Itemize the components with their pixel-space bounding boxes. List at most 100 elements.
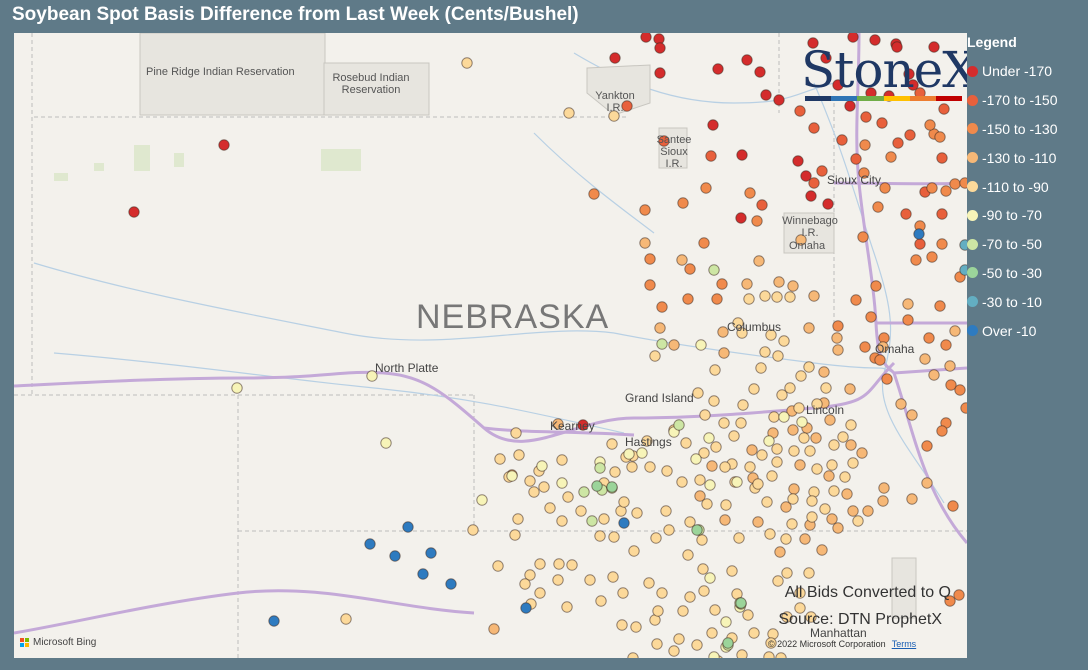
bid-location-marker[interactable] <box>673 633 685 645</box>
bid-location-marker[interactable] <box>682 549 694 561</box>
bid-location-marker[interactable] <box>953 589 965 601</box>
bid-location-marker[interactable] <box>860 111 872 123</box>
map-canvas[interactable]: NEBRASKA Pine Ridge Indian Reservation R… <box>14 33 967 658</box>
bid-location-marker[interactable] <box>752 478 764 490</box>
bid-location-marker[interactable] <box>718 417 730 429</box>
bid-location-marker[interactable] <box>732 317 744 329</box>
bid-location-marker[interactable] <box>870 280 882 292</box>
bid-location-marker[interactable] <box>773 94 785 106</box>
bid-location-marker[interactable] <box>862 505 874 517</box>
bid-location-marker[interactable] <box>538 481 550 493</box>
bid-location-marker[interactable] <box>728 430 740 442</box>
bid-location-marker[interactable] <box>792 155 804 167</box>
bid-location-marker[interactable] <box>476 494 488 506</box>
bid-location-marker[interactable] <box>652 605 664 617</box>
bid-location-marker[interactable] <box>520 602 532 614</box>
bid-location-marker[interactable] <box>906 493 918 505</box>
bid-location-marker[interactable] <box>763 435 775 447</box>
bid-location-marker[interactable] <box>780 501 792 513</box>
bid-location-marker[interactable] <box>552 574 564 586</box>
bid-location-marker[interactable] <box>128 206 140 218</box>
bid-location-marker[interactable] <box>787 280 799 292</box>
bid-location-marker[interactable] <box>709 604 721 616</box>
bid-location-marker[interactable] <box>944 595 956 607</box>
bid-location-marker[interactable] <box>735 417 747 429</box>
bid-location-marker[interactable] <box>698 585 710 597</box>
bid-location-marker[interactable] <box>741 278 753 290</box>
bid-location-marker[interactable] <box>936 152 948 164</box>
bid-location-marker[interactable] <box>805 190 817 202</box>
bid-location-marker[interactable] <box>936 208 948 220</box>
bid-location-marker[interactable] <box>630 621 642 633</box>
bid-location-marker[interactable] <box>904 129 916 141</box>
bid-location-marker[interactable] <box>771 443 783 455</box>
bid-location-marker[interactable] <box>746 444 758 456</box>
legend-item[interactable]: -50 to -30 <box>967 259 1087 288</box>
bid-location-marker[interactable] <box>425 547 437 559</box>
bid-location-marker[interactable] <box>799 533 811 545</box>
bid-location-marker[interactable] <box>784 382 796 394</box>
bid-location-marker[interactable] <box>936 238 948 250</box>
bid-location-marker[interactable] <box>756 199 768 211</box>
bid-location-marker[interactable] <box>654 322 666 334</box>
bid-location-marker[interactable] <box>594 462 606 474</box>
bid-location-marker[interactable] <box>608 531 620 543</box>
bid-location-marker[interactable] <box>556 454 568 466</box>
bid-location-marker[interactable] <box>780 533 792 545</box>
bid-location-marker[interactable] <box>673 419 685 431</box>
bid-location-marker[interactable] <box>778 411 790 423</box>
bid-location-marker[interactable] <box>788 483 800 495</box>
bid-location-marker[interactable] <box>859 139 871 151</box>
bid-location-marker[interactable] <box>823 470 835 482</box>
bid-location-marker[interactable] <box>628 545 640 557</box>
bid-location-marker[interactable] <box>959 264 967 276</box>
bid-location-marker[interactable] <box>512 513 524 525</box>
bid-location-marker[interactable] <box>748 383 760 395</box>
bid-location-marker[interactable] <box>389 550 401 562</box>
bid-location-marker[interactable] <box>761 496 773 508</box>
bid-location-marker[interactable] <box>563 107 575 119</box>
bid-location-marker[interactable] <box>552 418 564 430</box>
bid-location-marker[interactable] <box>902 314 914 326</box>
bid-location-marker[interactable] <box>872 201 884 213</box>
bid-location-marker[interactable] <box>639 237 651 249</box>
bid-location-marker[interactable] <box>661 465 673 477</box>
bid-location-marker[interactable] <box>524 569 536 581</box>
bid-location-marker[interactable] <box>928 369 940 381</box>
bid-location-marker[interactable] <box>910 254 922 266</box>
bid-location-marker[interactable] <box>804 445 816 457</box>
bid-location-marker[interactable] <box>803 567 815 579</box>
bid-location-marker[interactable] <box>803 322 815 334</box>
bid-location-marker[interactable] <box>231 382 243 394</box>
bid-location-marker[interactable] <box>445 578 457 590</box>
bid-location-marker[interactable] <box>668 339 680 351</box>
bid-location-marker[interactable] <box>575 505 587 517</box>
bid-location-marker[interactable] <box>712 63 724 75</box>
bid-location-marker[interactable] <box>736 149 748 161</box>
bid-location-marker[interactable] <box>926 251 938 263</box>
bid-location-marker[interactable] <box>536 460 548 472</box>
bid-location-marker[interactable] <box>808 290 820 302</box>
bid-location-marker[interactable] <box>874 354 886 366</box>
bid-location-marker[interactable] <box>816 544 828 556</box>
bid-location-marker[interactable] <box>938 103 950 115</box>
bid-location-marker[interactable] <box>698 237 710 249</box>
bid-location-marker[interactable] <box>644 279 656 291</box>
bid-location-marker[interactable] <box>808 177 820 189</box>
terms-link[interactable]: Terms <box>891 639 917 649</box>
bid-location-marker[interactable] <box>584 574 596 586</box>
bid-location-marker[interactable] <box>743 293 755 305</box>
bid-location-marker[interactable] <box>936 425 948 437</box>
legend-item[interactable]: -90 to -70 <box>967 201 1087 230</box>
bid-location-marker[interactable] <box>788 445 800 457</box>
bid-location-marker[interactable] <box>839 471 851 483</box>
bid-location-marker[interactable] <box>710 441 722 453</box>
bid-location-marker[interactable] <box>793 402 805 414</box>
bid-location-marker[interactable] <box>618 517 630 529</box>
bid-location-marker[interactable] <box>960 402 967 414</box>
bid-location-marker[interactable] <box>765 329 777 341</box>
bid-location-marker[interactable] <box>869 34 881 46</box>
bid-location-marker[interactable] <box>928 41 940 53</box>
bid-location-marker[interactable] <box>857 231 869 243</box>
bid-location-marker[interactable] <box>616 619 628 631</box>
